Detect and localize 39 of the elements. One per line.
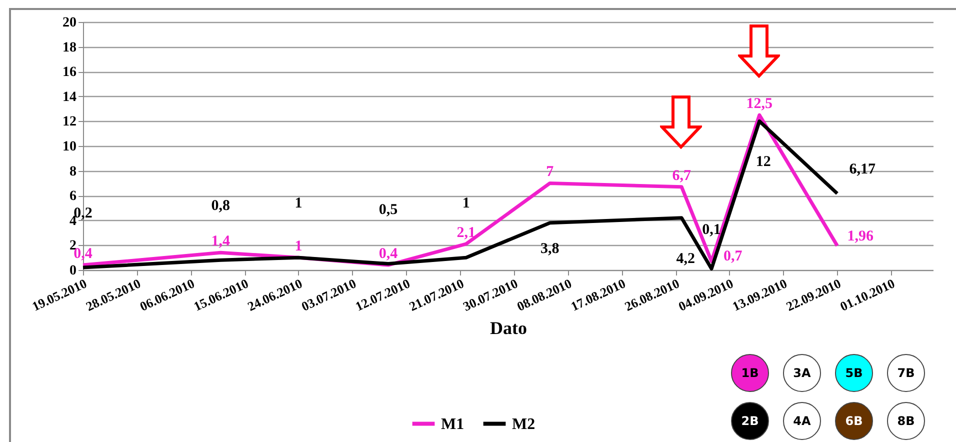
data-label: 0,8 [211,198,230,214]
y-tick-label: 0 [70,264,76,278]
y-tick-label: 20 [62,16,76,30]
legend-label: M2 [512,416,536,433]
y-tick-label: 10 [62,140,76,154]
data-label: 2,1 [456,224,476,241]
text: 1B [731,354,769,392]
data-label: 1,4 [211,234,231,250]
text: 2B [731,402,769,440]
y-tick-label: 6 [70,189,76,204]
data-label: 12,5 [746,96,773,112]
text: 8B [887,402,925,440]
data-label: 3,8 [540,240,560,257]
data-label: 1 [294,196,302,212]
data-label: 1 [294,238,302,255]
data-label: 0,7 [724,248,743,264]
data-label: 6,7 [672,168,692,184]
text: 7B [887,354,925,392]
data-label: 0,4 [74,246,93,262]
y-tick-label: 12 [62,114,76,130]
y-tick-label: 16 [62,65,76,80]
data-label: 6,17 [849,161,876,178]
text: 4A [783,402,821,440]
data-label: 7 [546,164,554,180]
data-label: 12 [756,154,771,170]
data-label: 4,2 [676,250,695,267]
data-label: 0,4 [378,246,398,262]
legend-label: M1 [441,416,464,433]
y-tick-label: 8 [70,164,76,180]
data-label: 1,96 [847,228,874,245]
text: 5B [835,354,873,392]
data-label: 1 [462,196,470,212]
x-axis-title: Dato [490,318,527,338]
text: 6B [835,402,873,440]
data-label: 0,5 [378,202,398,218]
data-label: 0,1 [702,222,721,238]
text: 3A [783,354,821,392]
y-tick-label: 14 [62,90,76,105]
y-tick-label: 18 [62,40,76,56]
